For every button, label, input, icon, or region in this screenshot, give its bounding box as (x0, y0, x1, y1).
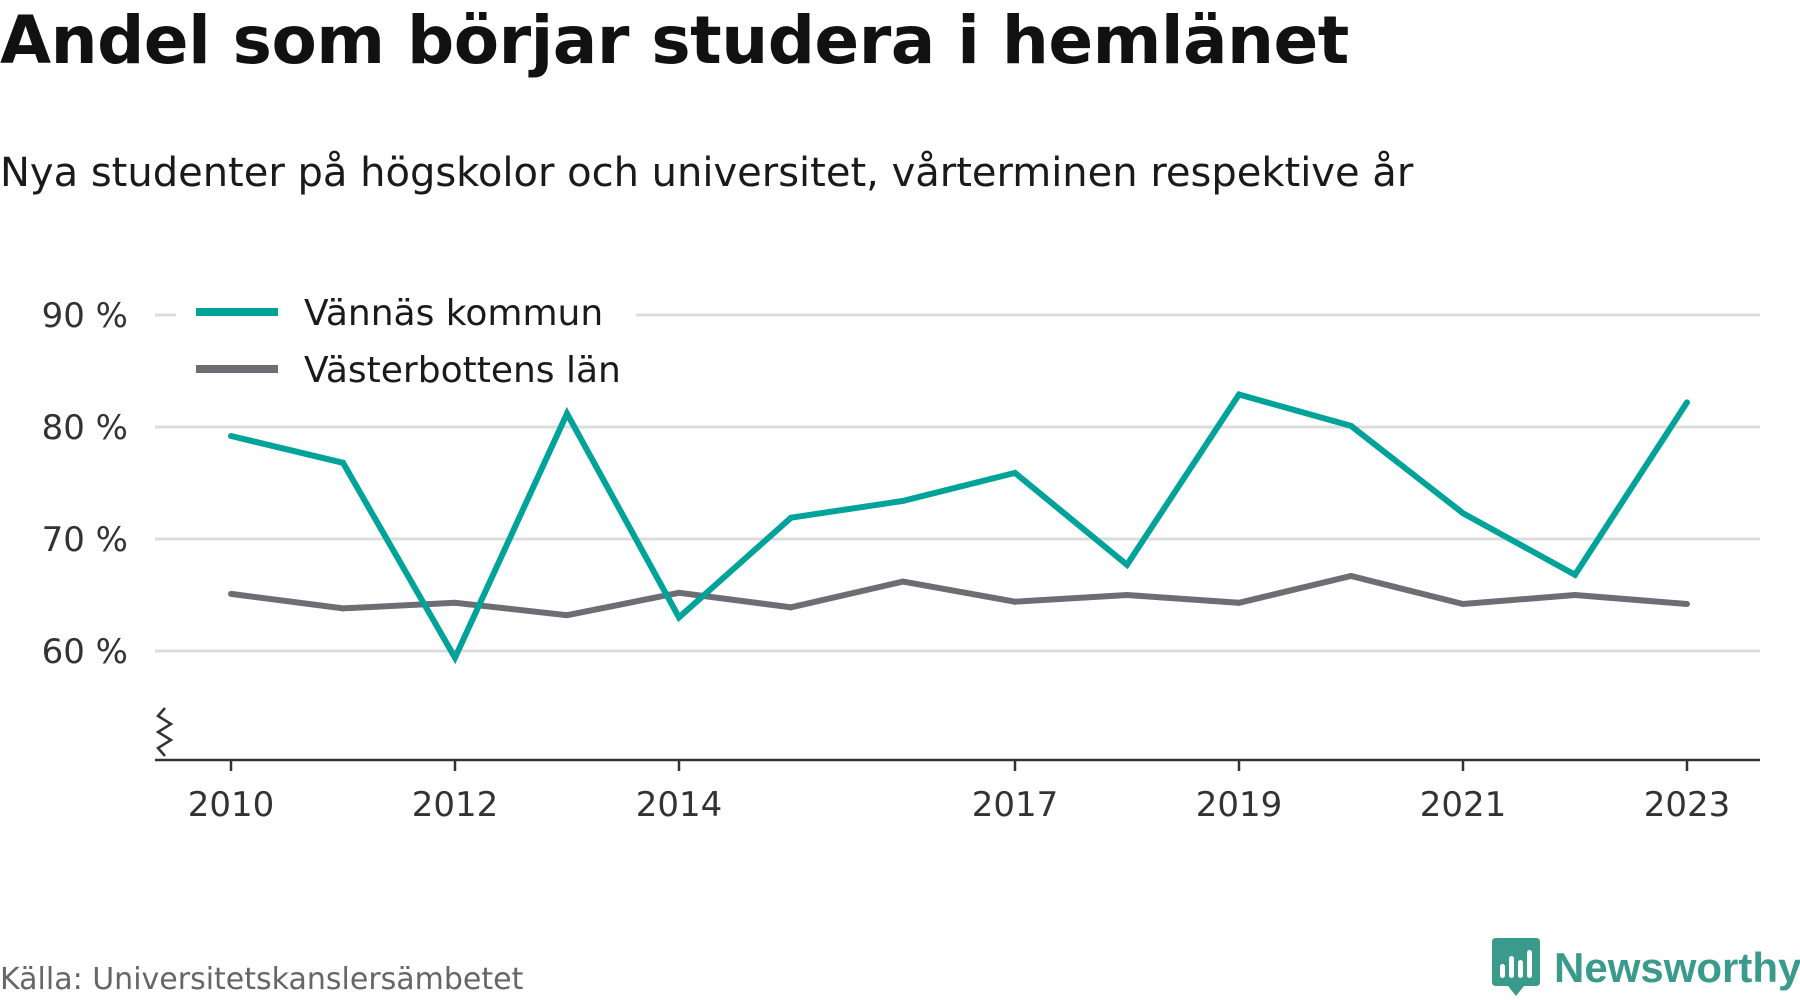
data-point (1236, 391, 1242, 398)
data-point (564, 612, 570, 619)
chart-title: Andel som börjar studera i hemlänet (0, 2, 1349, 79)
data-point (1460, 600, 1466, 607)
data-point (1572, 571, 1578, 578)
data-point (900, 578, 906, 585)
data-point (900, 497, 906, 504)
data-point (788, 514, 794, 521)
x-tick-label: 2010 (188, 785, 275, 825)
series-line-1 (230, 572, 1688, 619)
y-tick-label: 60 % (42, 632, 128, 672)
y-tick-label: 80 % (42, 408, 128, 448)
data-point (1124, 561, 1130, 568)
x-tick-label: 2019 (1196, 785, 1283, 825)
series-lines (228, 391, 1690, 665)
x-tick-label: 2021 (1420, 785, 1507, 825)
data-point (228, 432, 234, 439)
source-note: Källa: Universitetskanslersämbetet (0, 962, 524, 997)
data-point (1572, 592, 1578, 598)
data-point (228, 590, 234, 597)
data-point (788, 604, 794, 611)
data-point (1012, 598, 1018, 605)
data-point (676, 589, 682, 596)
data-point (1684, 399, 1690, 406)
y-tick-label: 70 % (42, 520, 128, 560)
x-tick-label: 2017 (972, 785, 1059, 825)
bar-chart-badge-icon (1492, 938, 1540, 996)
x-tick-label: 2014 (636, 785, 723, 825)
y-tick-label: 90 % (42, 296, 128, 336)
data-point (1684, 600, 1690, 607)
legend: Vännäs kommun Västerbottens län (176, 278, 636, 391)
axes: 60 % 70 % 80 % 90 % 2010 2012 2014 2017 2019 2021… (42, 296, 1760, 825)
x-tick-label: 2023 (1644, 785, 1731, 825)
data-point (340, 459, 346, 466)
axis-break-icon (155, 707, 174, 757)
chart-subtitle: Nya studenter på högskolor och universit… (0, 150, 1414, 196)
data-point (676, 614, 682, 621)
data-point (1460, 510, 1466, 517)
data-point (452, 654, 458, 661)
data-point (1124, 592, 1130, 598)
legend-label: Västerbottens län (304, 350, 621, 391)
series-line-0 (230, 391, 1690, 665)
data-point (564, 410, 570, 417)
data-point (1236, 599, 1242, 606)
data-point (1348, 572, 1354, 579)
data-point (452, 599, 458, 606)
brand-name: Newsworthy (1554, 944, 1800, 991)
data-point (1012, 469, 1018, 476)
legend-label: Vännäs kommun (304, 293, 603, 334)
x-tick-label: 2012 (412, 785, 499, 825)
data-point (1348, 422, 1354, 429)
brand-logo: Newsworthy (1492, 938, 1800, 998)
data-point (340, 605, 346, 612)
